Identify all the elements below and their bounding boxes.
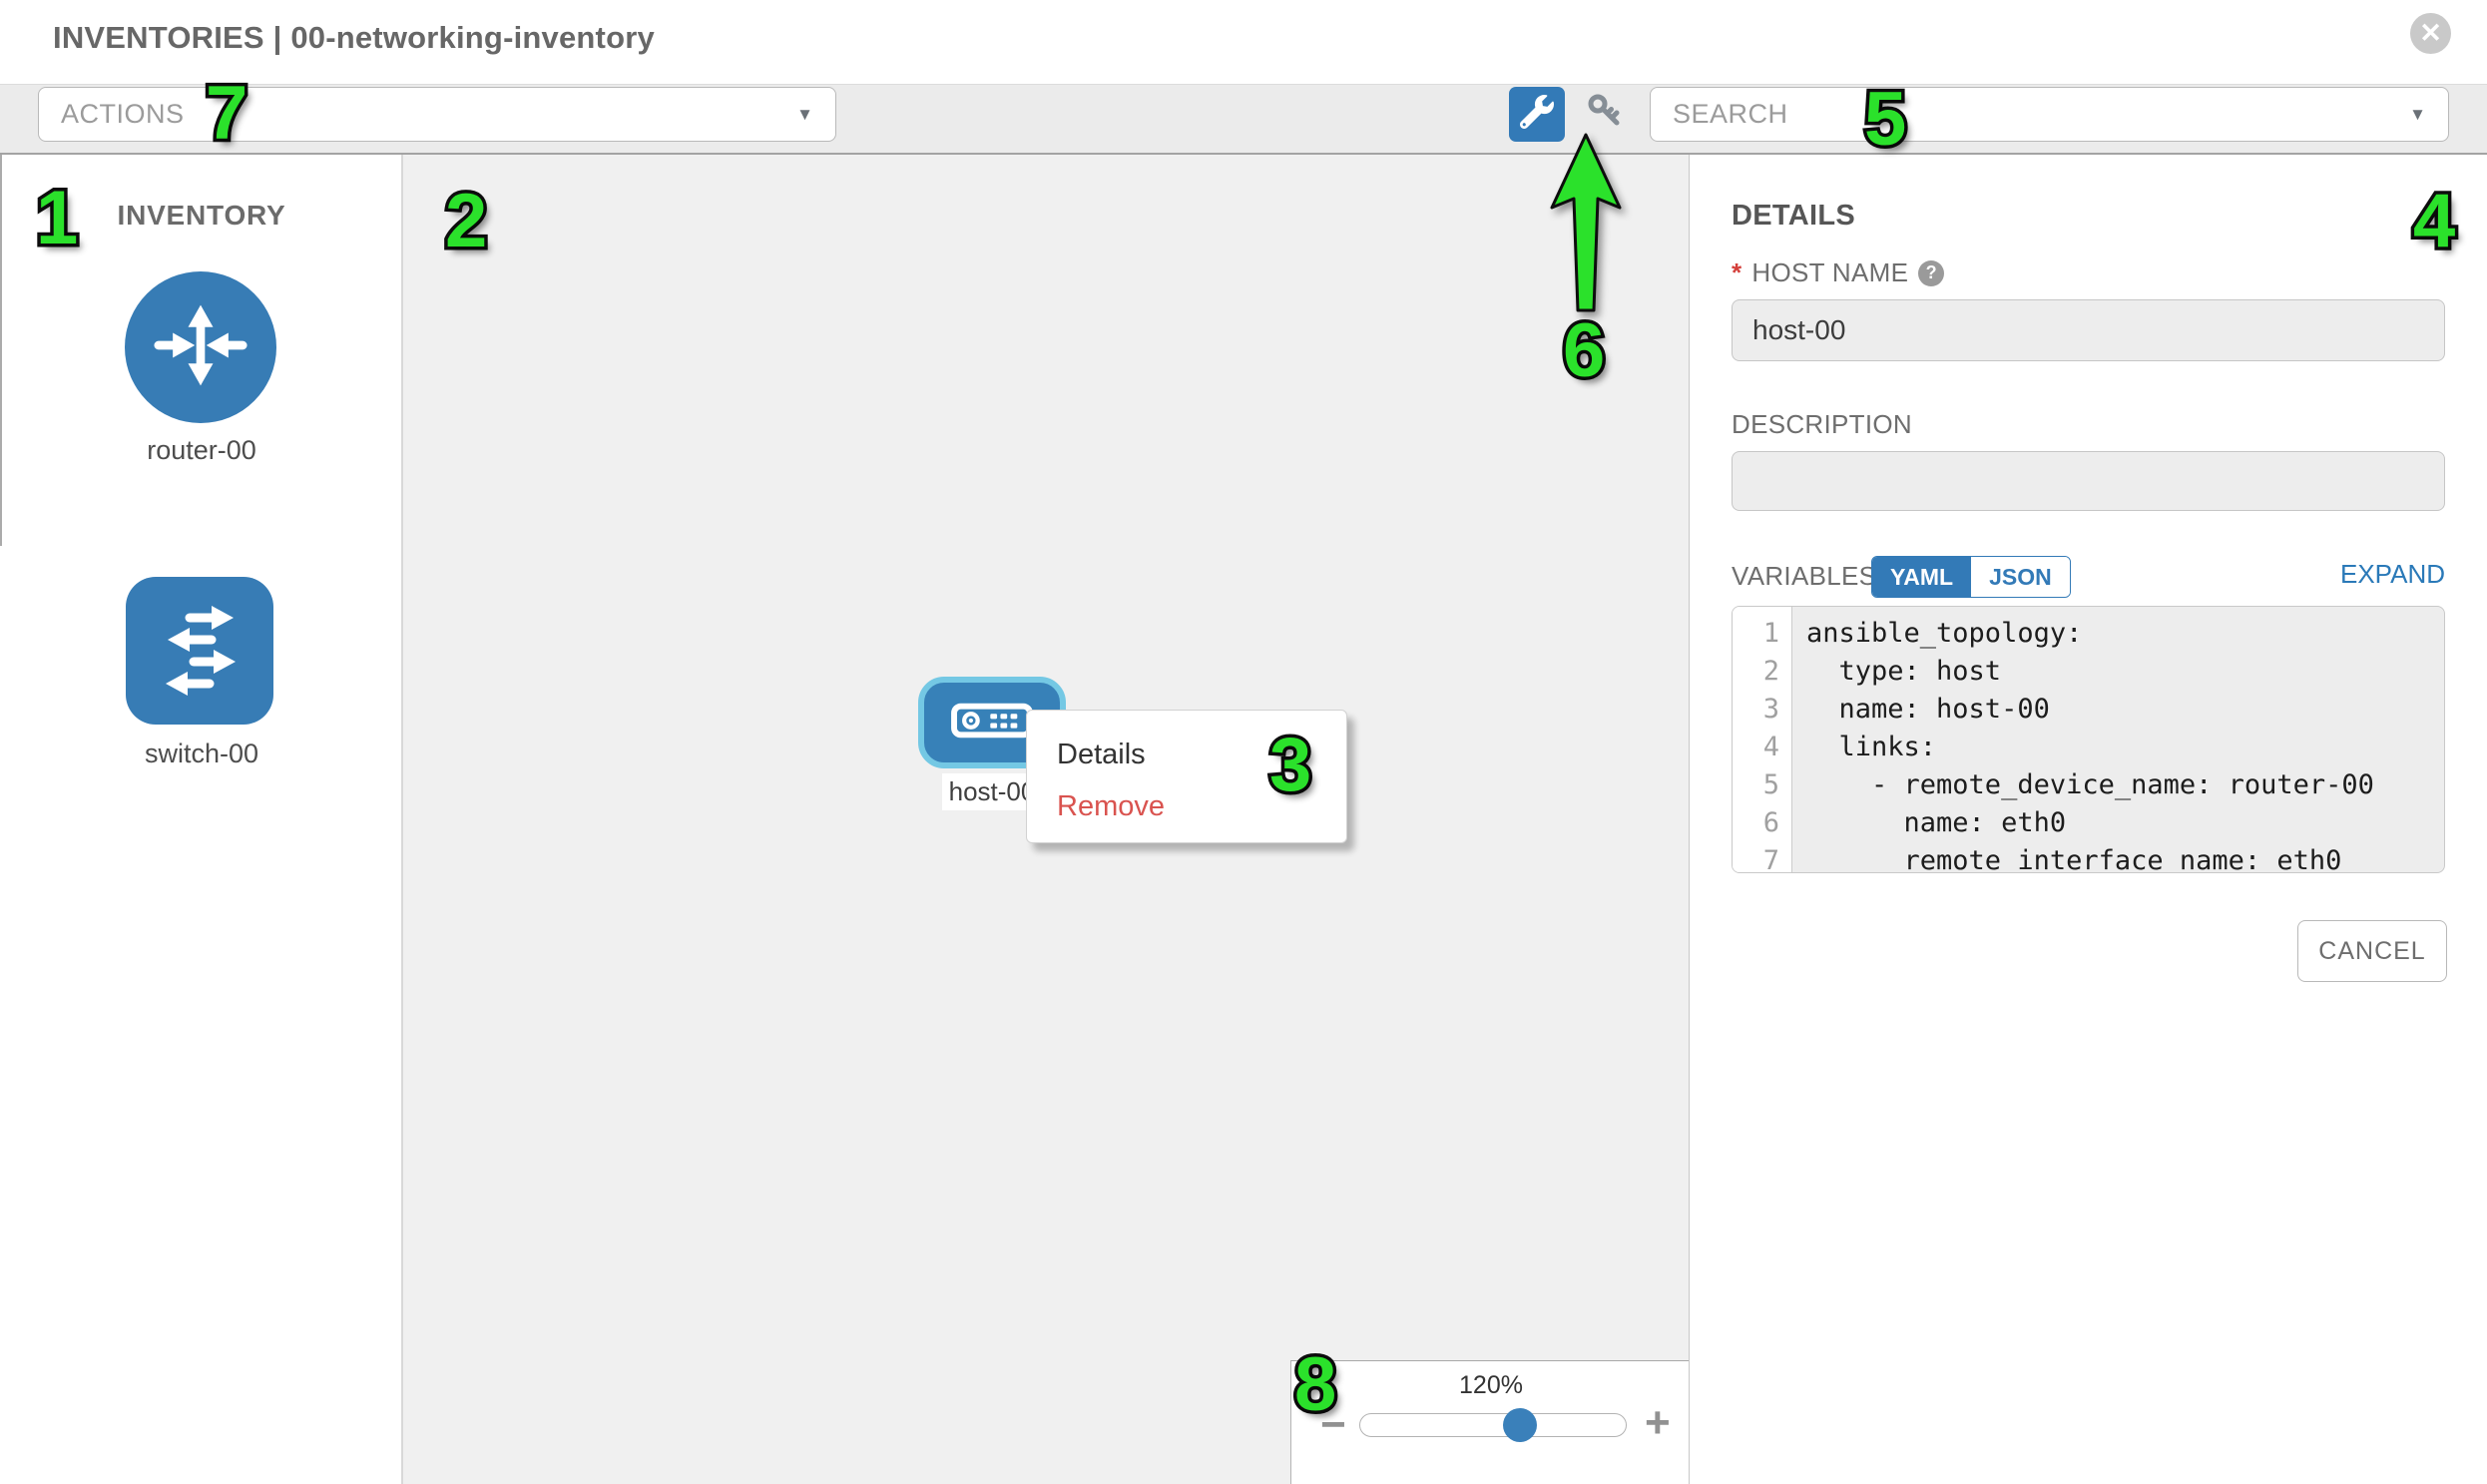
- line-text: type: host: [1806, 656, 2002, 687]
- palette-item-switch[interactable]: [126, 577, 273, 725]
- zoom-out-button[interactable]: −: [1320, 1400, 1346, 1449]
- sidebar-heading: INVENTORY: [117, 200, 286, 231]
- header-bar: INVENTORIES | 00-networking-inventory ✕: [0, 0, 2487, 84]
- help-glyph: ?: [1925, 262, 1937, 282]
- actions-dropdown-label: ACTIONS: [61, 99, 185, 129]
- inventory-sidebar: INVENTORY router-00: [0, 155, 403, 1484]
- toggle-json[interactable]: JSON: [1971, 557, 2070, 597]
- line-text: - remote_device_name: router-00: [1806, 769, 2374, 800]
- annotation-number-2: 2: [441, 179, 490, 263]
- breadcrumb-section: INVENTORIES: [53, 20, 264, 55]
- toggle-yaml[interactable]: YAML: [1872, 557, 1972, 597]
- description-label-row: DESCRIPTION: [1732, 409, 1912, 440]
- key-credentials-button[interactable]: [1585, 93, 1627, 135]
- actions-dropdown[interactable]: ACTIONS ▼: [38, 87, 836, 142]
- zoom-level-value: 120%: [1459, 1371, 1523, 1399]
- context-menu-item-remove[interactable]: Remove: [1057, 789, 1165, 822]
- code-line: 1 ansible_topology:: [1733, 615, 2444, 653]
- search-dropdown-label: SEARCH: [1673, 99, 1788, 129]
- chevron-down-icon: ▼: [796, 105, 813, 124]
- palette-label-switch: switch-00: [144, 739, 259, 768]
- host-name-label: HOST NAME: [1751, 257, 1909, 287]
- line-number: 1: [1733, 615, 1792, 653]
- breadcrumb-separator: |: [272, 20, 282, 55]
- router-icon: [153, 297, 249, 398]
- configure-tools-button[interactable]: [1509, 87, 1565, 142]
- code-line: 4 links:: [1733, 729, 2444, 766]
- line-number: 5: [1733, 766, 1792, 804]
- context-menu: Details Remove: [1026, 710, 1347, 843]
- line-text: name: host-00: [1806, 694, 2050, 725]
- annotation-number-8: 8: [1290, 1342, 1339, 1427]
- code-line: 3 name: host-00: [1733, 691, 2444, 729]
- line-text: name: eth0: [1806, 807, 2067, 838]
- variables-format-toggle: YAML JSON: [1871, 556, 2071, 598]
- chevron-down-icon: ▼: [2409, 105, 2426, 124]
- line-text: links:: [1806, 732, 1937, 762]
- variables-label: VARIABLES: [1732, 561, 1877, 591]
- details-heading: DETAILS: [1732, 200, 1856, 232]
- expand-link[interactable]: EXPAND: [2340, 559, 2445, 589]
- close-glyph: ✕: [2419, 18, 2442, 48]
- code-line: 5 - remote_device_name: router-00: [1733, 766, 2444, 804]
- host-node-label: host-00: [942, 773, 1042, 810]
- zoom-in-button[interactable]: +: [1645, 1398, 1671, 1447]
- line-text: remote_interface_name: eth0: [1806, 845, 2342, 873]
- line-number: 6: [1733, 804, 1792, 842]
- annotation-arrow-up: [1541, 132, 1631, 321]
- annotation-number-5: 5: [1860, 77, 1909, 162]
- wrench-icon: [1519, 95, 1554, 134]
- breadcrumb-name: 00-networking-inventory: [290, 20, 655, 55]
- annotation-number-1: 1: [32, 176, 81, 260]
- annotation-number-4: 4: [2409, 179, 2458, 263]
- code-line: 2 type: host: [1733, 653, 2444, 691]
- host-name-label-row: * HOST NAME ?: [1732, 257, 1945, 288]
- zoom-slider-thumb[interactable]: [1503, 1408, 1537, 1442]
- search-dropdown[interactable]: SEARCH ▼: [1650, 87, 2449, 142]
- code-line: 7 remote_interface_name: eth0: [1733, 842, 2444, 873]
- page-title: INVENTORIES | 00-networking-inventory: [53, 20, 655, 56]
- zoom-slider-track[interactable]: [1359, 1413, 1627, 1437]
- required-asterisk: *: [1732, 257, 1742, 287]
- code-line: 6 name: eth0: [1733, 804, 2444, 842]
- close-icon[interactable]: ✕: [2410, 13, 2451, 54]
- variables-code-editor[interactable]: 1 ansible_topology: 2 type: host 3 name:…: [1732, 606, 2445, 873]
- annotation-number-7: 7: [202, 71, 250, 156]
- server-icon: [948, 694, 1036, 752]
- line-number: 7: [1733, 842, 1792, 872]
- description-input[interactable]: [1732, 451, 2445, 511]
- description-label: DESCRIPTION: [1732, 409, 1912, 439]
- host-name-input[interactable]: [1732, 299, 2445, 361]
- cancel-button[interactable]: CANCEL: [2297, 920, 2447, 982]
- context-menu-item-details[interactable]: Details: [1057, 738, 1146, 770]
- line-number: 2: [1733, 653, 1792, 691]
- line-text: ansible_topology:: [1806, 618, 2083, 649]
- key-icon: [1586, 92, 1626, 137]
- palette-label-router: router-00: [147, 435, 256, 465]
- toolbar: ACTIONS ▼ SEARCH ▼: [0, 84, 2487, 155]
- switch-icon: [150, 599, 249, 704]
- palette-item-router[interactable]: [125, 271, 276, 423]
- line-number: 3: [1733, 691, 1792, 729]
- annotation-number-3: 3: [1265, 723, 1314, 807]
- sidebar-left-edge: [0, 155, 2, 546]
- line-number: 4: [1733, 729, 1792, 766]
- help-icon[interactable]: ?: [1918, 259, 1945, 286]
- annotation-number-6: 6: [1559, 308, 1608, 393]
